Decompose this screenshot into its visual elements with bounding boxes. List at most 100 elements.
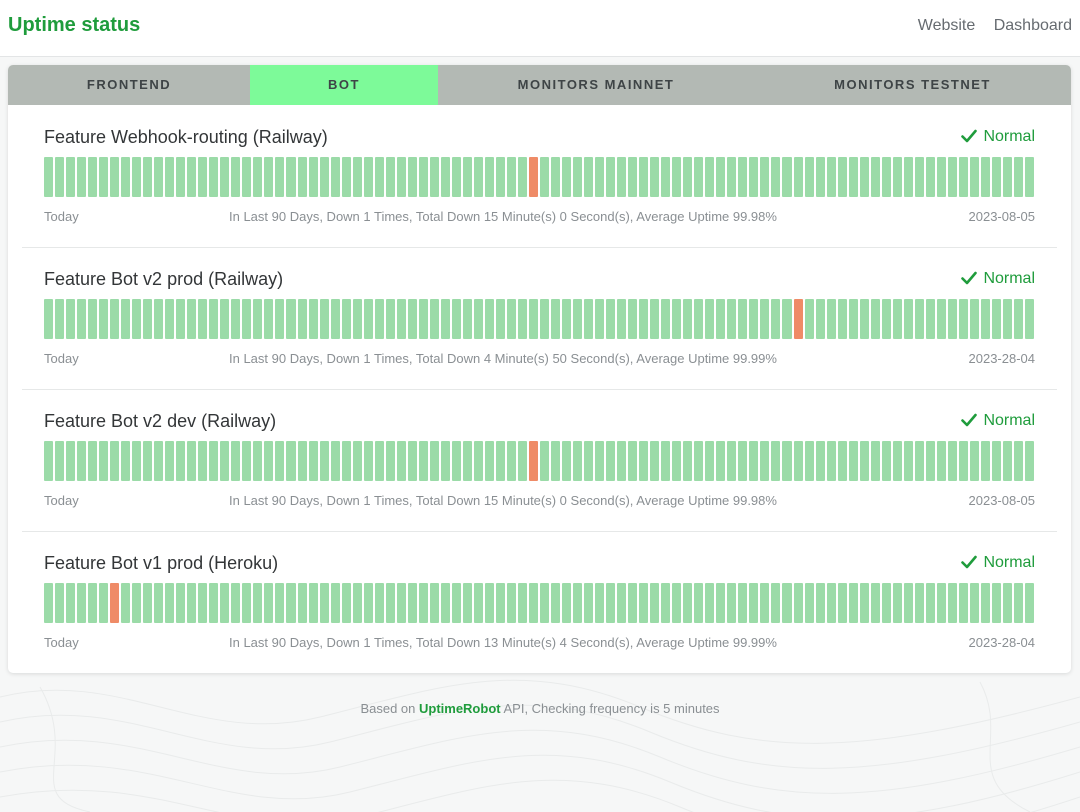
uptime-bar[interactable]: [815, 583, 825, 623]
uptime-bar[interactable]: [969, 441, 979, 481]
uptime-bar[interactable]: [903, 299, 913, 339]
uptime-bar[interactable]: [716, 157, 726, 197]
uptime-bar[interactable]: [462, 583, 472, 623]
uptime-bar[interactable]: [517, 441, 527, 481]
uptime-bar[interactable]: [495, 157, 505, 197]
uptime-bar[interactable]: [826, 157, 836, 197]
uptime-bar[interactable]: [914, 583, 924, 623]
uptime-bar[interactable]: [429, 299, 439, 339]
uptime-bar[interactable]: [595, 583, 605, 623]
uptime-bar[interactable]: [154, 299, 164, 339]
uptime-bar[interactable]: [771, 441, 781, 481]
uptime-bar[interactable]: [374, 583, 384, 623]
uptime-bar[interactable]: [573, 583, 583, 623]
uptime-bar[interactable]: [727, 299, 737, 339]
uptime-bar[interactable]: [517, 157, 527, 197]
tab-bot[interactable]: BOT: [250, 65, 438, 105]
uptime-bar[interactable]: [683, 157, 693, 197]
uptime-bar[interactable]: [264, 441, 274, 481]
uptime-bar[interactable]: [253, 157, 263, 197]
uptime-bar[interactable]: [77, 157, 87, 197]
uptime-bar[interactable]: [617, 157, 627, 197]
uptime-bar[interactable]: [363, 441, 373, 481]
uptime-bar[interactable]: [672, 157, 682, 197]
uptime-bar[interactable]: [66, 157, 76, 197]
uptime-bar[interactable]: [958, 299, 968, 339]
uptime-bar[interactable]: [881, 583, 891, 623]
uptime-bar[interactable]: [462, 299, 472, 339]
uptime-bar[interactable]: [848, 299, 858, 339]
uptime-bar[interactable]: [99, 299, 109, 339]
uptime-bar[interactable]: [198, 583, 208, 623]
uptime-bar[interactable]: [143, 441, 153, 481]
uptime-bar[interactable]: [187, 299, 197, 339]
uptime-bar[interactable]: [275, 583, 285, 623]
uptime-bar[interactable]: [881, 299, 891, 339]
uptime-bar[interactable]: [1024, 583, 1034, 623]
uptime-bar[interactable]: [121, 441, 131, 481]
uptime-bar[interactable]: [870, 299, 880, 339]
uptime-bar[interactable]: [727, 583, 737, 623]
uptime-bar[interactable]: [429, 157, 439, 197]
uptime-bar[interactable]: [297, 583, 307, 623]
uptime-bar[interactable]: [540, 157, 550, 197]
uptime-bar[interactable]: [782, 583, 792, 623]
uptime-bar[interactable]: [297, 299, 307, 339]
uptime-bar[interactable]: [540, 299, 550, 339]
uptime-bar[interactable]: [925, 299, 935, 339]
uptime-bar[interactable]: [297, 441, 307, 481]
uptime-bar[interactable]: [705, 299, 715, 339]
uptime-bar[interactable]: [286, 157, 296, 197]
uptime-bar[interactable]: [308, 157, 318, 197]
uptime-bar[interactable]: [176, 299, 186, 339]
uptime-bar[interactable]: [385, 299, 395, 339]
uptime-bar[interactable]: [154, 157, 164, 197]
uptime-bar[interactable]: [528, 299, 538, 339]
uptime-bar[interactable]: [540, 583, 550, 623]
uptime-bar[interactable]: [176, 441, 186, 481]
uptime-bar[interactable]: [936, 157, 946, 197]
uptime-bar[interactable]: [110, 441, 120, 481]
uptime-bar[interactable]: [595, 157, 605, 197]
uptime-bar[interactable]: [925, 441, 935, 481]
uptime-bar[interactable]: [573, 441, 583, 481]
uptime-bar[interactable]: [55, 299, 65, 339]
uptime-bar[interactable]: [242, 441, 252, 481]
uptime-bar[interactable]: [77, 583, 87, 623]
uptime-bar[interactable]: [804, 157, 814, 197]
uptime-bar[interactable]: [870, 441, 880, 481]
uptime-bar[interactable]: [661, 299, 671, 339]
uptime-bar[interactable]: [826, 299, 836, 339]
uptime-bar[interactable]: [958, 157, 968, 197]
uptime-bar[interactable]: [66, 583, 76, 623]
uptime-bar[interactable]: [936, 441, 946, 481]
uptime-bar[interactable]: [506, 299, 516, 339]
uptime-bar[interactable]: [165, 583, 175, 623]
uptime-bar[interactable]: [484, 299, 494, 339]
uptime-bar[interactable]: [947, 299, 957, 339]
uptime-bar[interactable]: [66, 441, 76, 481]
uptime-bar[interactable]: [495, 299, 505, 339]
uptime-bar[interactable]: [517, 583, 527, 623]
uptime-bar[interactable]: [738, 583, 748, 623]
uptime-bar[interactable]: [969, 583, 979, 623]
uptime-bar[interactable]: [484, 583, 494, 623]
uptime-bar[interactable]: [650, 583, 660, 623]
uptime-bar[interactable]: [782, 299, 792, 339]
uptime-bar[interactable]: [396, 299, 406, 339]
uptime-bar[interactable]: [253, 299, 263, 339]
uptime-bar[interactable]: [88, 441, 98, 481]
uptime-bar[interactable]: [396, 583, 406, 623]
uptime-bar[interactable]: [231, 583, 241, 623]
uptime-bar[interactable]: [319, 441, 329, 481]
uptime-bar[interactable]: [462, 441, 472, 481]
uptime-bar[interactable]: [506, 583, 516, 623]
uptime-bar[interactable]: [308, 299, 318, 339]
uptime-bar[interactable]: [881, 441, 891, 481]
uptime-bar[interactable]: [297, 157, 307, 197]
uptime-bar[interactable]: [991, 441, 1001, 481]
uptime-bar[interactable]: [231, 299, 241, 339]
uptime-bar[interactable]: [1013, 583, 1023, 623]
uptime-bar-down[interactable]: [793, 299, 803, 339]
uptime-bar[interactable]: [837, 157, 847, 197]
